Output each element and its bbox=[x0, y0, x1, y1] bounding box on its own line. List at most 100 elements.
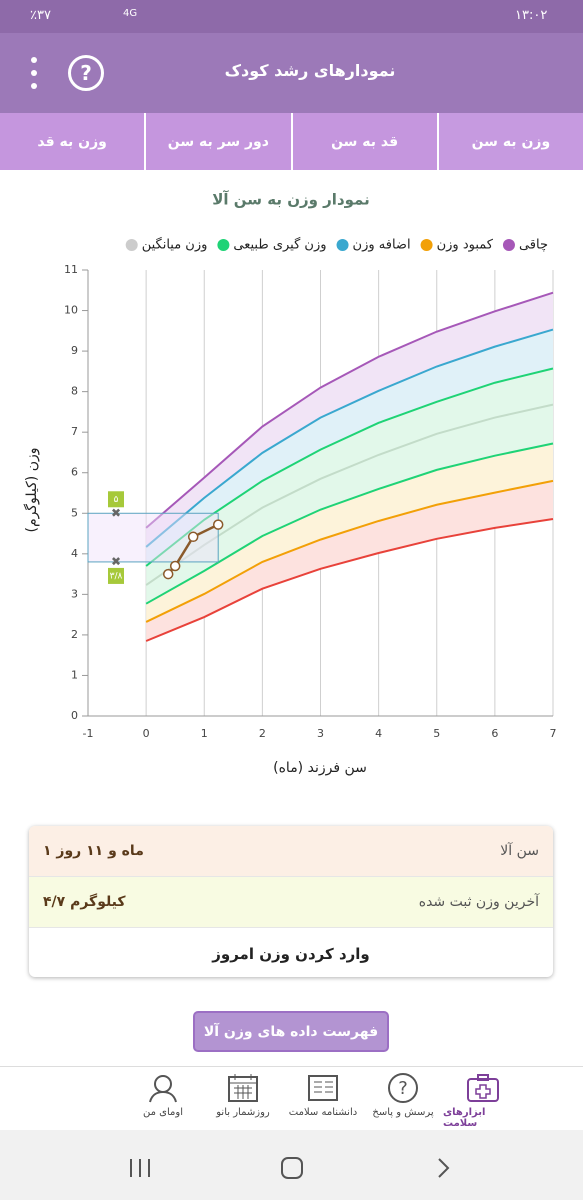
band bbox=[146, 292, 553, 547]
nav-label: اومای من bbox=[143, 1107, 183, 1118]
nav-icon: ? bbox=[388, 1073, 418, 1103]
range-tag bbox=[108, 491, 124, 508]
bottom-nav: ابزارهای سلامت ? پرسش و پاسخ دانشنامه سل… bbox=[0, 1066, 583, 1130]
band bbox=[146, 443, 553, 622]
x-axis-label: سن فرزند (ماه) bbox=[273, 760, 367, 776]
y-tick-label: 4 bbox=[71, 547, 78, 560]
nav-item[interactable]: دانشنامه سلامت bbox=[283, 1067, 363, 1130]
recent-button[interactable] bbox=[130, 1159, 150, 1177]
nav-icon bbox=[228, 1074, 258, 1102]
range-tag bbox=[108, 567, 124, 584]
battery: ٪۳۷ bbox=[30, 8, 51, 23]
tab-bar: وزن به سن قد به سن دور سر به سن وزن به ق… bbox=[0, 113, 583, 170]
nav-label: روزشمار بانو bbox=[216, 1107, 270, 1118]
band bbox=[146, 329, 553, 566]
percentile-curve bbox=[145, 479, 554, 623]
legend-label: اضافه وزن bbox=[353, 238, 411, 253]
legend-swatch bbox=[217, 239, 230, 251]
add-weight[interactable]: وارد کردن وزن امروز bbox=[212, 944, 370, 963]
x-tick-label: 2 bbox=[259, 727, 266, 740]
range-marker: ✖ bbox=[111, 554, 121, 568]
range-label: ۵ bbox=[114, 495, 119, 505]
band bbox=[146, 368, 553, 586]
nav-item[interactable]: ? پرسش و پاسخ bbox=[363, 1067, 443, 1130]
y-tick-label: 1 bbox=[71, 668, 78, 681]
y-tick-label: 8 bbox=[71, 385, 78, 398]
info-label: سن آلا bbox=[500, 843, 539, 859]
y-tick-label: 0 bbox=[71, 709, 78, 722]
x-tick-label: 1 bbox=[201, 727, 208, 740]
nav-item[interactable]: اومای من bbox=[123, 1067, 203, 1130]
app-bar: ? نمودارهای رشد کودک bbox=[0, 33, 583, 113]
system-nav bbox=[0, 1130, 583, 1200]
legend-swatch bbox=[336, 239, 349, 251]
x-tick-label: -1 bbox=[83, 727, 94, 740]
percentile-curve bbox=[145, 328, 554, 548]
y-axis-label: وزن (کیلوگرم) bbox=[23, 448, 40, 533]
y-tick-label: 6 bbox=[71, 466, 78, 479]
info-row: سن آلا ۱ ماه و ۱۱ روز bbox=[29, 826, 553, 877]
network: 4G bbox=[123, 8, 138, 19]
percentile-curve bbox=[145, 517, 554, 642]
child-point bbox=[169, 560, 181, 572]
range-marker: ✖ bbox=[111, 506, 121, 520]
home-button[interactable] bbox=[281, 1157, 303, 1179]
y-tick-label: 11 bbox=[64, 263, 78, 276]
info-row: آخرین وزن ثبت شده ۴/۷ کیلوگرم bbox=[29, 877, 553, 928]
app-title: نمودارهای رشد کودک bbox=[224, 61, 396, 80]
legend-swatch bbox=[125, 239, 138, 251]
legend-swatch bbox=[420, 239, 433, 251]
child-point bbox=[212, 519, 224, 530]
x-tick-label: 5 bbox=[433, 727, 440, 740]
percentile-curve bbox=[145, 403, 554, 586]
y-tick-label: 7 bbox=[71, 425, 78, 438]
nav-icon bbox=[308, 1075, 338, 1101]
info-card: سن آلا ۱ ماه و ۱۱ روز آخرین وزن ثبت شده … bbox=[29, 826, 553, 977]
legend-label: کمبود وزن bbox=[437, 238, 494, 253]
band bbox=[146, 404, 553, 604]
nav-item[interactable]: ابزارهای سلامت bbox=[443, 1067, 523, 1130]
info-label: آخرین وزن ثبت شده bbox=[418, 894, 539, 910]
y-tick-label: 2 bbox=[71, 628, 78, 641]
help-button[interactable]: ? bbox=[68, 55, 104, 91]
x-tick-label: 4 bbox=[375, 727, 382, 740]
clock: ۱۳:۰۲ bbox=[515, 8, 548, 23]
child-line bbox=[167, 523, 219, 575]
tab[interactable]: دور سر به سن bbox=[144, 113, 290, 170]
tab[interactable]: قد به سن bbox=[290, 113, 437, 170]
legend: چاقی کمبود وزن اضافه وزن وزن گیری طبیعی وزن … bbox=[125, 237, 548, 253]
x-tick-label: 7 bbox=[550, 727, 557, 740]
x-tick-label: 3 bbox=[317, 727, 324, 740]
child-point bbox=[187, 531, 199, 543]
nav-label: پرسش و پاسخ bbox=[372, 1107, 434, 1118]
tab[interactable]: وزن به قد bbox=[37, 133, 107, 150]
y-tick-label: 10 bbox=[64, 304, 78, 317]
back-button[interactable] bbox=[438, 1158, 450, 1178]
legend-label: وزن گیری طبیعی bbox=[233, 237, 326, 253]
legend-swatch bbox=[502, 239, 515, 251]
nav-icon bbox=[467, 1074, 499, 1102]
menu-button[interactable] bbox=[31, 57, 37, 91]
y-tick-label: 5 bbox=[71, 506, 78, 519]
list-button[interactable]: فهرست داده های وزن آلا bbox=[193, 1011, 389, 1052]
child-point bbox=[162, 568, 174, 580]
chart-title: نمودار وزن به سن آلا bbox=[212, 191, 370, 209]
nav-icon bbox=[149, 1075, 177, 1103]
x-tick-label: 0 bbox=[143, 727, 150, 740]
tab[interactable]: وزن به سن bbox=[436, 113, 583, 170]
nav-label: دانشنامه سلامت bbox=[288, 1107, 358, 1118]
legend-label: چاقی bbox=[519, 238, 548, 253]
nav-label: ابزارهای سلامت bbox=[443, 1107, 486, 1129]
y-tick-label: 9 bbox=[71, 344, 78, 357]
percentile-curve bbox=[145, 291, 554, 529]
x-tick-label: 6 bbox=[491, 727, 498, 740]
svg-text:?: ? bbox=[398, 1078, 408, 1099]
status-bar: ٪۳۷ 4G ۱۳:۰۲ bbox=[0, 0, 583, 33]
y-tick-label: 3 bbox=[71, 587, 78, 600]
range-label: ۳/۸ bbox=[110, 571, 123, 581]
nav-item[interactable]: روزشمار بانو bbox=[203, 1067, 283, 1130]
info-value: ۱ ماه و ۱۱ روز bbox=[43, 843, 144, 859]
percentile-curve bbox=[145, 442, 554, 605]
chart: نمودار وزن به سن آلا سن فرزند (ماه) وزن … bbox=[23, 191, 557, 777]
